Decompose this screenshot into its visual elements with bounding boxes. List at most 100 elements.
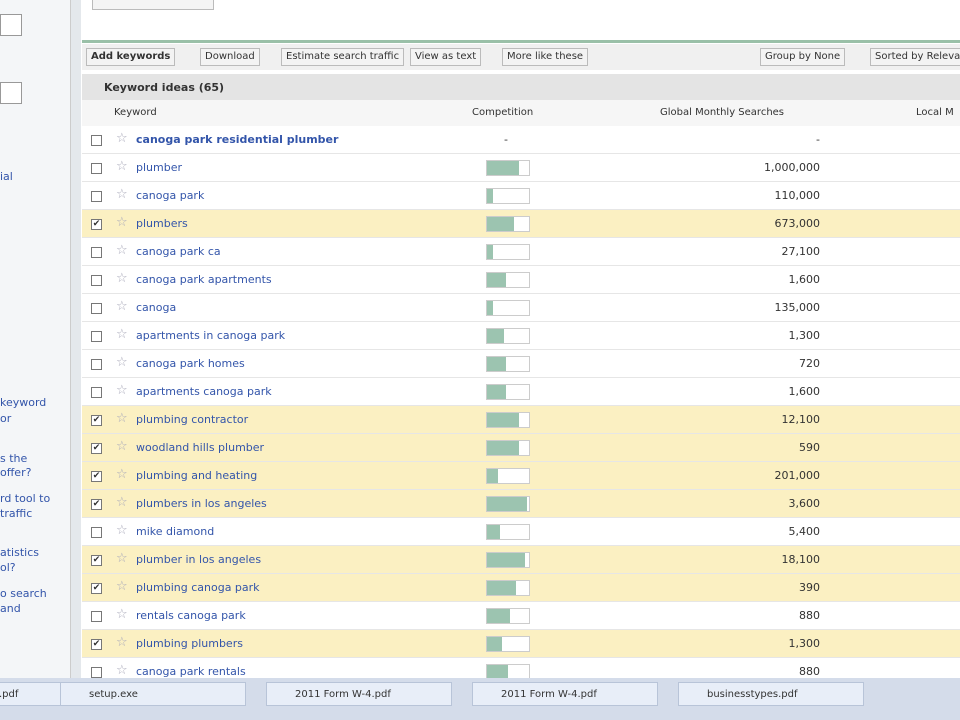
keyword[interactable]: canoga park apartments: [136, 273, 272, 286]
star[interactable]: ☆: [116, 439, 128, 454]
checkbox[interactable]: ✔: [91, 471, 102, 482]
star[interactable]: ☆: [116, 159, 128, 174]
sorted-by[interactable]: Sorted by Relevan: [870, 48, 960, 66]
sidebar-link[interactable]: or: [0, 412, 12, 425]
keyword[interactable]: canoga park: [136, 189, 205, 202]
star[interactable]: ☆: [116, 635, 128, 650]
checkbox[interactable]: [91, 611, 102, 622]
keyword[interactable]: rentals canoga park: [136, 609, 246, 622]
search-box[interactable]: [92, 0, 214, 10]
checkbox[interactable]: [91, 191, 102, 202]
taskbar-item[interactable]: setup.exe: [60, 682, 246, 706]
checkbox[interactable]: [91, 275, 102, 286]
checkbox[interactable]: ✔: [91, 583, 102, 594]
checkbox[interactable]: ✔: [91, 219, 102, 230]
sidebar-link[interactable]: rd tool to: [0, 492, 51, 505]
group-by[interactable]: Group by None: [760, 48, 846, 66]
col-competition[interactable]: Competition: [472, 107, 534, 118]
competition-bar: [486, 608, 530, 624]
competition-bar: [486, 524, 530, 540]
checkbox[interactable]: [91, 163, 102, 174]
star[interactable]: ☆: [116, 243, 128, 258]
star[interactable]: ☆: [116, 579, 128, 594]
keyword[interactable]: plumbing and heating: [136, 469, 258, 482]
keyword[interactable]: canoga park residential plumber: [136, 133, 339, 146]
checkbox[interactable]: ✔: [91, 499, 102, 510]
col-keyword[interactable]: Keyword: [114, 107, 157, 118]
keyword[interactable]: plumbing contractor: [136, 413, 249, 426]
star[interactable]: ☆: [116, 215, 128, 230]
keyword[interactable]: canoga: [136, 301, 177, 314]
keyword-row: ☆ mike diamond 5,400: [82, 518, 960, 546]
view-as-text[interactable]: View as text: [410, 48, 482, 66]
global-searches: 110,000: [774, 189, 821, 202]
add-keywords[interactable]: Add keywords: [86, 48, 176, 66]
checkbox[interactable]: [91, 303, 102, 314]
sidebar-link[interactable]: keyword: [0, 396, 47, 409]
keyword[interactable]: woodland hills plumber: [136, 441, 265, 454]
col-local[interactable]: Local M: [916, 107, 954, 118]
checkbox[interactable]: [91, 667, 102, 678]
taskbar-item[interactable]: businesstypes.pdf: [678, 682, 864, 706]
sidebar-link[interactable]: s the: [0, 452, 28, 465]
competition-fill: [487, 609, 511, 623]
global-searches: 12,100: [781, 413, 821, 426]
keyword[interactable]: apartments in canoga park: [136, 329, 286, 342]
keyword[interactable]: plumbing canoga park: [136, 581, 260, 594]
checkbox[interactable]: [91, 135, 102, 146]
sidebar-link[interactable]: traffic: [0, 507, 33, 520]
taskbar-item[interactable]: 2011 Form W-4.pdf: [472, 682, 658, 706]
keyword[interactable]: mike diamond: [136, 525, 215, 538]
estimate[interactable]: Estimate search traffic: [281, 48, 405, 66]
checkbox[interactable]: ✔: [91, 639, 102, 650]
star[interactable]: ☆: [116, 271, 128, 286]
sidebar-link[interactable]: and: [0, 602, 21, 615]
star[interactable]: ☆: [116, 495, 128, 510]
global-searches: 27,100: [781, 245, 821, 258]
keyword[interactable]: plumber in los angeles: [136, 553, 262, 566]
checkbox[interactable]: [91, 387, 102, 398]
keyword[interactable]: canoga park homes: [136, 357, 245, 370]
keyword[interactable]: canoga park ca: [136, 245, 221, 258]
sidebar-link[interactable]: ol?: [0, 561, 16, 574]
sidebar-link[interactable]: ial: [0, 170, 13, 183]
col-global[interactable]: Global Monthly Searches: [660, 107, 785, 118]
checkbox[interactable]: [91, 331, 102, 342]
download[interactable]: Download: [200, 48, 260, 66]
checkbox[interactable]: [91, 527, 102, 538]
sidebar-link[interactable]: atistics: [0, 546, 39, 559]
checkbox[interactable]: ✔: [91, 415, 102, 426]
star[interactable]: ☆: [116, 607, 128, 622]
taskbar-item[interactable]: 2011 Form W-4.pdf: [266, 682, 452, 706]
star[interactable]: ☆: [116, 411, 128, 426]
checkbox[interactable]: ✔: [91, 555, 102, 566]
star[interactable]: ☆: [116, 383, 128, 398]
star[interactable]: ☆: [116, 355, 128, 370]
competition-bar: [486, 384, 530, 400]
checkbox[interactable]: [91, 247, 102, 258]
global-searches: 673,000: [774, 217, 821, 230]
keyword[interactable]: plumbing plumbers: [136, 637, 243, 650]
sidebar-link[interactable]: offer?: [0, 466, 32, 479]
input: [0, 82, 22, 104]
keyword[interactable]: plumber: [136, 161, 182, 174]
checkbox[interactable]: [91, 359, 102, 370]
star[interactable]: ☆: [116, 299, 128, 314]
more-like[interactable]: More like these: [502, 48, 589, 66]
checkbox[interactable]: ✔: [91, 443, 102, 454]
star[interactable]: ☆: [116, 467, 128, 482]
star[interactable]: ☆: [116, 327, 128, 342]
star[interactable]: ☆: [116, 187, 128, 202]
star[interactable]: ☆: [116, 131, 128, 146]
keyword[interactable]: plumbers: [136, 217, 188, 230]
star[interactable]: ☆: [116, 663, 128, 678]
star[interactable]: ☆: [116, 523, 128, 538]
star[interactable]: ☆: [116, 551, 128, 566]
global-searches: 18,100: [781, 553, 821, 566]
global-searches: 590: [799, 441, 820, 454]
keyword[interactable]: canoga park rentals: [136, 665, 246, 678]
keyword[interactable]: plumbers in los angeles: [136, 497, 267, 510]
sidebar-link[interactable]: o search: [0, 587, 47, 600]
keyword[interactable]: apartments canoga park: [136, 385, 272, 398]
